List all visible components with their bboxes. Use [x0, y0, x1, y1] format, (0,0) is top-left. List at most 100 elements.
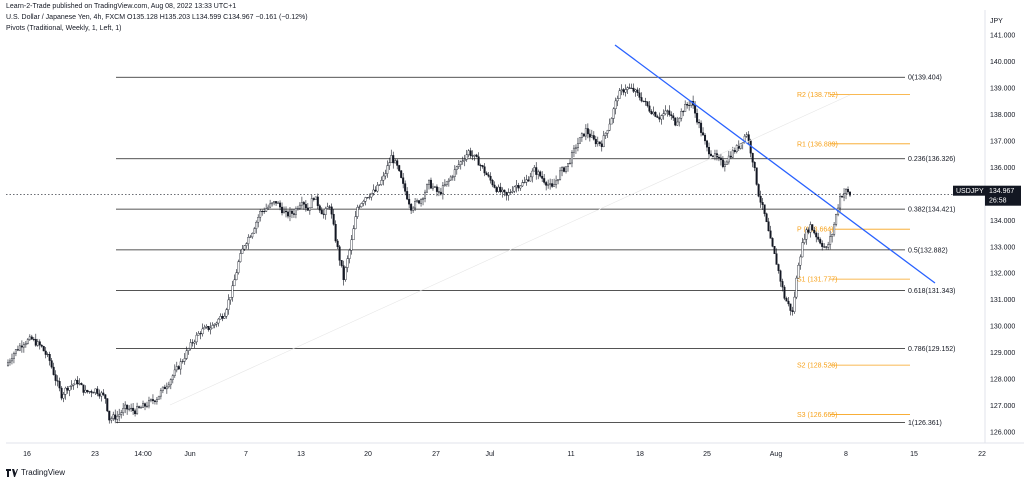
candle-body: [263, 211, 266, 213]
candle-body: [598, 141, 601, 144]
x-tick-label: 18: [636, 451, 644, 458]
candle-body: [624, 89, 627, 93]
candle-body: [70, 385, 73, 387]
y-tick-label: 134.000: [990, 218, 1015, 225]
candle-body: [205, 326, 208, 328]
candle-body: [306, 207, 309, 211]
candle-body: [22, 344, 25, 348]
candle-body: [374, 189, 377, 192]
candle-body: [402, 177, 405, 184]
candle-body: [221, 316, 224, 319]
candle-body: [102, 392, 105, 395]
candle-body: [473, 154, 476, 157]
candle-body: [513, 186, 516, 192]
candle-body: [408, 198, 411, 205]
candle-body: [308, 207, 311, 211]
candle-body: [640, 97, 643, 102]
candle-body: [588, 133, 591, 138]
candle-body: [116, 415, 119, 420]
candle-body: [300, 202, 303, 206]
candle-body: [388, 162, 391, 166]
candle-body: [596, 141, 599, 145]
x-tick-label: 14:00: [134, 451, 152, 458]
candle-body: [614, 100, 617, 110]
candle-body: [455, 166, 458, 170]
candle-body: [706, 140, 709, 148]
candle-body: [316, 196, 319, 206]
candle-body: [465, 154, 468, 160]
candle-body: [338, 246, 341, 261]
candle-body: [656, 116, 659, 118]
candle-body: [390, 155, 393, 163]
candle-body: [568, 162, 571, 164]
candle-body: [167, 384, 170, 388]
candle-body: [201, 328, 204, 335]
candle-body: [382, 175, 385, 181]
candle-body: [98, 393, 101, 397]
candle-body: [169, 379, 172, 386]
candle-body: [799, 256, 802, 266]
candle-body: [410, 203, 413, 211]
candle-body: [674, 117, 677, 126]
candle-body: [211, 325, 214, 329]
candle-body: [52, 366, 55, 375]
candle-body: [104, 394, 107, 399]
pivot-level-label: R1 (136.889): [797, 141, 838, 148]
candle-body: [849, 191, 852, 196]
x-tick-label: Aug: [770, 451, 783, 458]
candle-body: [281, 206, 284, 214]
candle-body: [344, 267, 347, 280]
candle-body: [841, 196, 844, 198]
y-tick-label: 139.000: [990, 85, 1015, 92]
candle-body: [340, 260, 343, 266]
candle-body: [809, 224, 812, 233]
candle-body: [203, 327, 206, 330]
candle-body: [793, 296, 796, 312]
candle-body: [348, 250, 351, 259]
candle-body: [833, 224, 836, 235]
candle-body: [14, 349, 17, 354]
candle-body: [781, 281, 784, 288]
pivots-legend[interactable]: Pivots (Traditional, Weekly, 1, Left, 1): [6, 25, 122, 32]
candle-body: [312, 198, 315, 200]
candle-body: [487, 174, 490, 177]
candle-body: [56, 380, 59, 382]
candle-body: [358, 206, 361, 208]
candle-body: [50, 360, 53, 368]
candle-body: [779, 270, 782, 282]
candle-body: [106, 398, 109, 412]
candle-body: [304, 204, 307, 209]
candle-body: [134, 410, 137, 415]
candle-body: [155, 399, 158, 402]
candle-body: [608, 123, 611, 131]
candle-body: [404, 183, 407, 192]
candle-body: [449, 176, 452, 181]
x-tick-label: Jun: [184, 451, 195, 458]
candle-body: [259, 211, 262, 218]
candle-body: [412, 207, 415, 211]
candle-body: [541, 176, 544, 179]
candle-body: [136, 406, 139, 415]
candle-body: [825, 246, 828, 248]
candle-body: [108, 410, 111, 421]
candle-body: [372, 189, 375, 194]
y-tick-label: 126.000: [990, 430, 1015, 437]
candle-body: [431, 186, 434, 189]
candle-body: [273, 201, 276, 204]
candle-body: [765, 213, 768, 222]
candle-body: [12, 353, 15, 359]
y-tick-label: 140.000: [990, 59, 1015, 66]
candle-body: [709, 153, 712, 157]
candle-body: [86, 389, 89, 393]
candle-body: [163, 386, 166, 390]
symbol-legend[interactable]: U.S. Dollar / Japanese Yen, 4h, FXCM O13…: [6, 14, 308, 21]
tradingview-logo-icon: [6, 468, 18, 477]
candle-body: [151, 399, 154, 402]
candle-body: [420, 199, 423, 204]
candle-body: [439, 191, 442, 195]
candle-body: [171, 375, 174, 380]
candle-body: [515, 185, 518, 188]
tradingview-logo[interactable]: TradingView: [6, 468, 65, 477]
pivot-level-label: S2 (128.528): [797, 363, 837, 370]
